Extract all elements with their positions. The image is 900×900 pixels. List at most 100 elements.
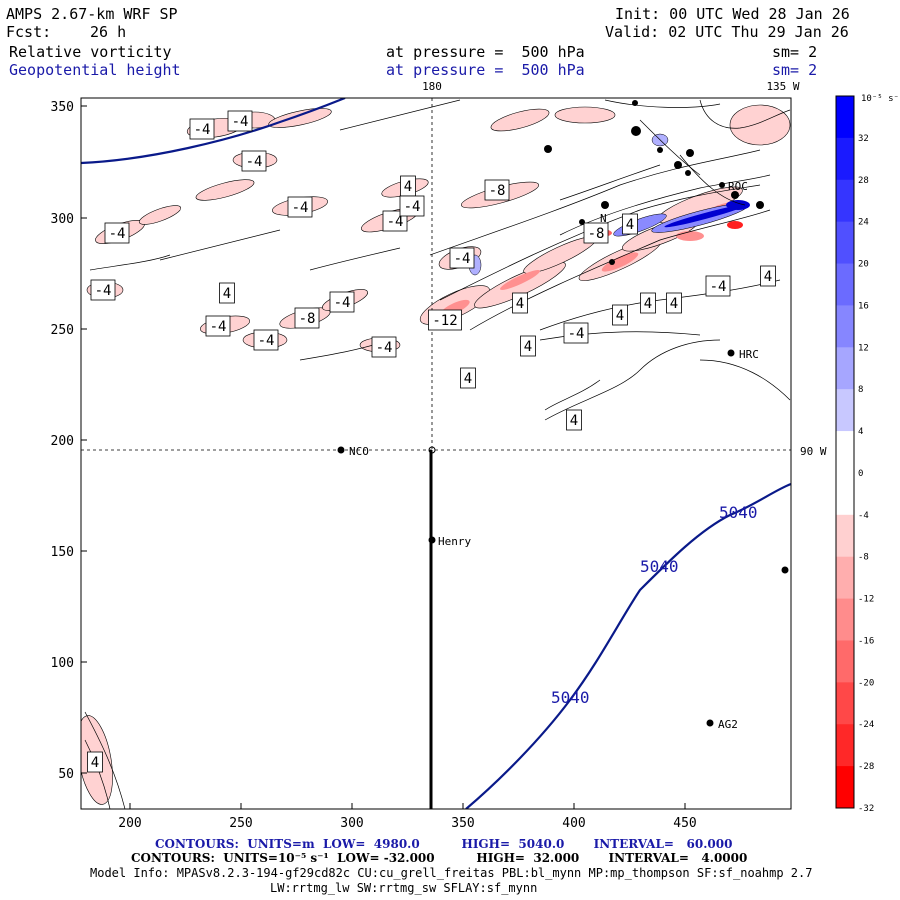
vorticity-label: -4 [705, 275, 731, 297]
vorticity-label: -4 [449, 247, 475, 269]
colorbar-tick-label: 16 [858, 301, 869, 311]
x-tick-marks [81, 105, 686, 809]
colorbar-tick-label: -28 [858, 762, 874, 772]
colorbar-segment [836, 682, 854, 725]
colorbar-tick-label: 32 [858, 134, 869, 144]
colorbar-segment [836, 598, 854, 641]
station-nco: NCO [337, 445, 369, 458]
vorticity-label: 4 [520, 335, 536, 357]
forecast-label: Fcst: [6, 23, 52, 41]
field1-name: Relative vorticity [9, 43, 172, 61]
y-tick-label: 250 [51, 323, 74, 338]
colorbar-segment [836, 556, 854, 600]
colorbar-tick-label: -32 [858, 804, 874, 814]
reference-grid-lines [81, 98, 791, 451]
negative-vorticity-shading [81, 104, 791, 805]
svg-text:4: 4 [644, 296, 652, 312]
svg-text:4: 4 [223, 286, 231, 302]
station-roc: ROC [719, 180, 748, 193]
svg-text:-4: -4 [95, 283, 112, 299]
meridian-180-label: 180 [422, 80, 442, 93]
colorbar-segment [836, 263, 854, 306]
svg-text:-4: -4 [404, 199, 421, 215]
y-tick-label: 50 [58, 767, 74, 782]
svg-text:-4: -4 [387, 214, 404, 230]
vorticity-label: 4 [512, 292, 528, 314]
vorticity-label: -8 [484, 179, 510, 201]
svg-text:HRC: HRC [739, 348, 759, 361]
colorbar-segment [836, 389, 854, 432]
vorticity-label: -8 [294, 307, 320, 329]
vorticity-label: 4 [87, 751, 103, 773]
colorbar-tick-label: 8 [858, 385, 863, 395]
svg-text:4: 4 [91, 755, 99, 771]
vorticity-label: -4 [227, 110, 253, 132]
vorticity-label: 4 [612, 304, 628, 326]
footer-height-contours: CONTOURS: UNITS=m LOW= 4980.0 HIGH= 5040… [155, 837, 733, 851]
vorticity-contours [84, 99, 791, 809]
height-label: 5040 [640, 557, 679, 576]
colorbar-tick-label: -4 [858, 511, 869, 521]
geopotential-height-contours [81, 98, 791, 809]
svg-text:4: 4 [616, 308, 624, 324]
height-label: 5040 [551, 688, 590, 707]
svg-text:-4: -4 [292, 200, 309, 216]
station-ag2: AG2 [706, 718, 738, 731]
vorticity-label: -4 [563, 322, 589, 344]
plot-frame [80, 97, 792, 810]
vorticity-label: 4 [219, 282, 235, 304]
svg-text:-4: -4 [232, 114, 249, 130]
svg-text:-12: -12 [432, 313, 457, 329]
vorticity-label: -4 [253, 329, 279, 351]
colorbar-unit: 10⁻⁵ s⁻¹ [861, 94, 900, 104]
field2-smoothing: sm= 2 [772, 61, 818, 79]
svg-text:-4: -4 [246, 154, 263, 170]
svg-text:N: N [600, 212, 607, 225]
svg-text:-4: -4 [454, 251, 471, 267]
vorticity-label: -12 [428, 309, 462, 331]
colorbar-segment [836, 179, 854, 223]
colorbar: 32 28 24 20 16 12 8 4 0 -4 -8 -12 -16 -20 -24 -28 -32 [835, 95, 874, 814]
strong-positive-vorticity [664, 200, 750, 228]
vorticity-label: 4 [460, 367, 476, 389]
svg-text:-8: -8 [299, 311, 316, 327]
svg-text:4: 4 [516, 296, 524, 312]
contour-dots [544, 100, 764, 265]
vorticity-contour-labels: -4 -4-4-4-4-4-4-4-4-4-8-8-8-12-4-4-444444… [87, 110, 776, 773]
vorticity-label: 4 [760, 265, 776, 287]
colorbar-tick-label: 24 [858, 218, 869, 228]
svg-text:4: 4 [524, 339, 532, 355]
svg-text:-4: -4 [109, 226, 126, 242]
x-tick-label: 450 [673, 816, 696, 831]
svg-text:-4: -4 [210, 319, 227, 335]
colorbar-tick-label: -20 [858, 678, 874, 688]
colorbar-tick-label: 28 [858, 176, 869, 186]
colorbar-segment [836, 221, 854, 265]
colorbar-tick-label: -8 [858, 553, 869, 563]
colorbar-segment [836, 766, 854, 809]
y-tick-label: 300 [51, 212, 74, 227]
svg-text:ROC: ROC [728, 180, 748, 193]
x-tick-label: 300 [340, 816, 363, 831]
colorbar-tick-label: 4 [858, 427, 863, 437]
svg-text:-4: -4 [568, 326, 585, 342]
x-axis-labels: 200 250 300 350 400 450 [118, 816, 696, 831]
svg-text:-4: -4 [376, 340, 393, 356]
field2-level: at pressure = 500 hPa [386, 61, 585, 79]
meridian-90w-label: 90 W [800, 445, 827, 458]
station-n: N [600, 212, 607, 225]
vorticity-label: -4 [189, 118, 215, 140]
svg-text:4: 4 [626, 217, 634, 233]
colorbar-tick-label: 12 [858, 343, 869, 353]
forecast-hour: 26 h [90, 23, 127, 41]
colorbar-tick-label: 20 [858, 260, 869, 270]
vorticity-label: -4 [241, 150, 267, 172]
svg-text:4: 4 [464, 371, 472, 387]
model-title: AMPS 2.67-km WRF SP [6, 5, 178, 23]
vorticity-label: -4 [104, 222, 130, 244]
colorbar-segment [836, 347, 854, 390]
vorticity-label: -4 [205, 315, 231, 337]
field1-smoothing: sm= 2 [772, 43, 818, 61]
colorbar-segment [836, 514, 854, 558]
